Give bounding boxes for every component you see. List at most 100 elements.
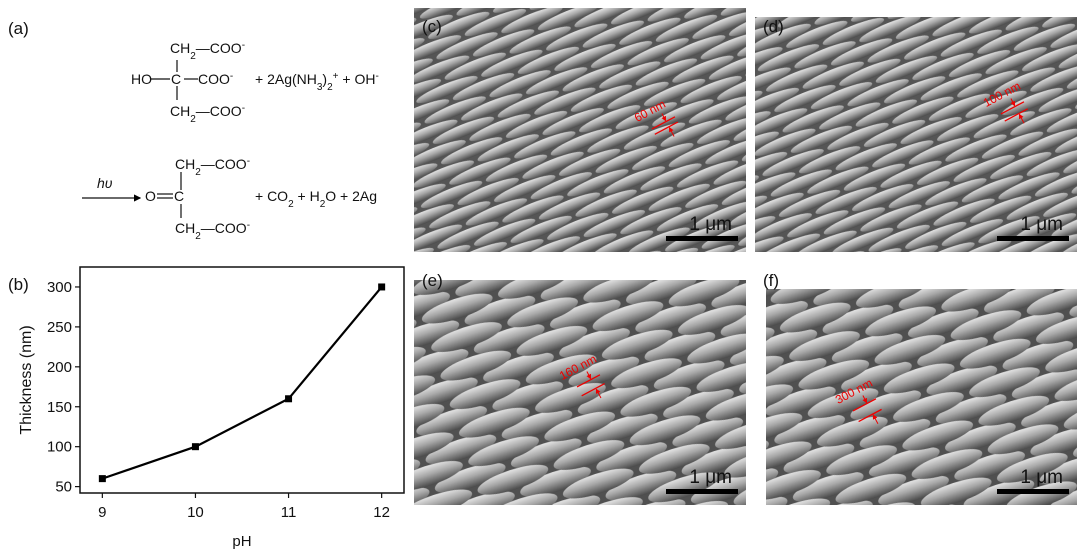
formula: C (171, 71, 181, 87)
bonds (82, 60, 198, 218)
formula-part: - (247, 220, 250, 231)
formula-part: CH (170, 40, 190, 56)
x-tick-label: 12 (373, 504, 390, 521)
formula-part: CH (170, 103, 190, 119)
measure-line (858, 408, 882, 423)
measure-line (581, 383, 605, 397)
x-tick-label: 10 (187, 504, 204, 521)
y-tick-label: 50 (55, 479, 72, 496)
formula-part: - (375, 71, 378, 82)
formula: HO (131, 71, 152, 87)
formula-part: CH (175, 156, 195, 172)
formula: CH2—COO- (170, 103, 245, 125)
data-marker (191, 443, 199, 451)
measure-line (1000, 101, 1025, 115)
x-tick-label: 9 (98, 504, 106, 521)
formula: O (145, 188, 156, 204)
sem-texture (766, 289, 1077, 505)
scale-label: 1 μm (689, 214, 732, 235)
formula: COO- (198, 71, 233, 88)
measure-line (651, 116, 676, 130)
measure-arrow (872, 414, 879, 425)
y-tick-label: 200 (47, 359, 72, 376)
formula-part: CH (175, 220, 195, 236)
formula-part: —COO (196, 40, 242, 56)
sem-texture (755, 17, 1077, 252)
measure-line (576, 374, 601, 388)
data-marker (98, 475, 106, 483)
formula-part: 2 (327, 82, 333, 93)
formula-part: —COO (201, 220, 247, 236)
measure-arrow (1018, 113, 1025, 124)
panel-label: (f) (763, 271, 779, 290)
formula-part: COO (198, 71, 230, 87)
formula-part: + CO (255, 188, 288, 204)
measure-arrow (862, 395, 868, 404)
formula-part: + (333, 71, 339, 82)
measure-arrow (661, 113, 667, 122)
measure-line (1004, 108, 1029, 122)
formula-part: C (174, 188, 184, 204)
formula-part: + 2Ag(NH (255, 71, 317, 87)
measure-arrow (1010, 98, 1016, 107)
formula: + CO2 + H2O + 2Ag (255, 188, 377, 210)
formula: + 2Ag(NH3)2+ + OH- (255, 71, 379, 93)
light: hυ (97, 175, 113, 191)
scale-bar (666, 489, 738, 494)
scale-bar (997, 236, 1069, 241)
panel-label: (a) (8, 19, 29, 38)
measure-arrow (595, 388, 602, 399)
panel-label: (c) (422, 17, 442, 36)
y-tick-label: 100 (47, 439, 72, 456)
formula-part: O + 2Ag (325, 188, 377, 204)
measure-line (654, 121, 679, 135)
x-tick-label: 11 (281, 504, 297, 521)
formula-part: 2 (195, 167, 201, 178)
formula-part: + OH (339, 71, 376, 87)
scale-label: 1 μm (1020, 214, 1063, 235)
formula-part: 2 (195, 231, 201, 242)
formula-part: - (247, 156, 250, 167)
sem-texture (414, 280, 746, 505)
measure-line (852, 398, 877, 412)
formula-part: - (242, 40, 245, 51)
formula: CH2—COO- (170, 40, 245, 62)
measure-arrow (586, 371, 592, 380)
formula-part: 2 (190, 51, 196, 62)
y-axis-label: Thickness (nm) (18, 325, 35, 434)
sem-texture (414, 8, 746, 252)
y-tick-label: 150 (47, 399, 72, 416)
scale-label: 1 μm (689, 467, 732, 488)
formula-part: ) (322, 71, 327, 87)
formula-part: C (171, 71, 181, 87)
measure-arrow (668, 126, 675, 137)
scale-label: 1 μm (1020, 467, 1063, 488)
scale-bar (997, 489, 1069, 494)
formula: CH2—COO- (175, 156, 250, 178)
formula: C (174, 188, 184, 204)
formula-part: 2 (190, 114, 196, 125)
data-marker (285, 395, 293, 403)
formula-part: - (230, 71, 233, 82)
plot-frame (79, 266, 405, 494)
scale-bar (666, 236, 738, 241)
y-tick-label: 250 (47, 319, 72, 336)
formula-part: 3 (317, 82, 323, 93)
formula-part: HO (131, 71, 152, 87)
formula-part: 2 (320, 199, 326, 210)
panel-label: (e) (422, 271, 443, 290)
panel-label: (d) (763, 17, 784, 36)
panel-label: (b) (8, 275, 29, 294)
formula: CH2—COO- (175, 220, 250, 242)
formula-part: —COO (201, 156, 247, 172)
data-marker (378, 283, 386, 291)
formula-part: —COO (196, 103, 242, 119)
formula-part: O (145, 188, 156, 204)
formula-part: + H (294, 188, 320, 204)
formula-part: - (242, 103, 245, 114)
